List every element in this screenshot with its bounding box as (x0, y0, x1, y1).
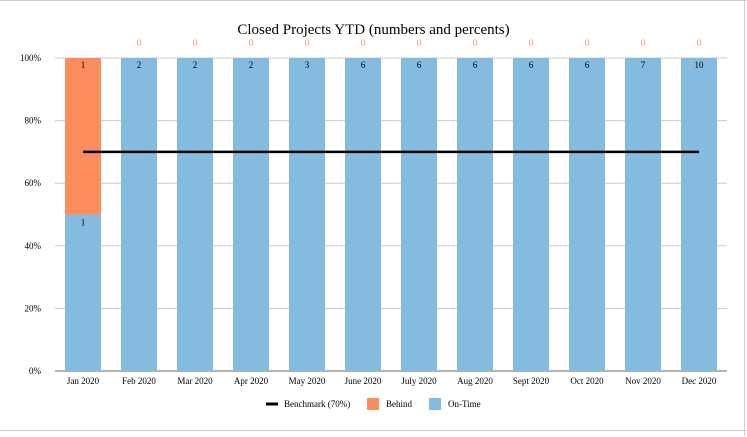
bar-on-time-mar-2020 (177, 58, 213, 371)
data-label-on-time-july-2020: 6 (417, 60, 422, 70)
data-label-behind-mar-2020: 0 (193, 38, 198, 48)
x-tick-label-mar-2020: Mar 2020 (177, 376, 213, 386)
bar-on-time-july-2020 (401, 58, 437, 371)
data-label-on-time-may-2020: 3 (305, 60, 310, 70)
bar-on-time-oct-2020 (569, 58, 605, 371)
legend-on-time-label: On-Time (448, 399, 481, 409)
data-label-behind-sept-2020: 0 (529, 38, 534, 48)
legend-on-time-swatch (429, 398, 441, 410)
x-tick-label-sept-2020: Sept 2020 (513, 376, 550, 386)
chart-title: Closed Projects YTD (numbers and percent… (237, 22, 510, 38)
legend: Benchmark (70%) Behind On-Time (266, 398, 481, 410)
data-label-on-time-oct-2020: 6 (585, 60, 590, 70)
bar-on-time-jan-2020 (65, 214, 101, 371)
frame-top-border (0, 0, 747, 4)
data-label-behind-feb-2020: 0 (137, 38, 142, 48)
x-tick-label-jan-2020: Jan 2020 (67, 376, 100, 386)
y-tick-label-100pct: 100% (20, 53, 42, 63)
frame-bottom-border (0, 430, 747, 437)
x-tick-label-june-2020: June 2020 (345, 376, 382, 386)
x-tick-label-aug-2020: Aug 2020 (457, 376, 493, 386)
data-label-on-time-june-2020: 6 (361, 60, 366, 70)
data-label-behind-apr-2020: 0 (249, 38, 254, 48)
bar-on-time-nov-2020 (625, 58, 661, 371)
data-label-behind-may-2020: 0 (305, 38, 310, 48)
x-tick-label-may-2020: May 2020 (289, 376, 326, 386)
data-label-behind-july-2020: 0 (417, 38, 422, 48)
y-tick-label-60pct: 60% (25, 178, 42, 188)
legend-behind-swatch (367, 398, 379, 410)
bar-on-time-apr-2020 (233, 58, 269, 371)
frame-right-border (744, 0, 745, 436)
bar-on-time-sept-2020 (513, 58, 549, 371)
y-tick-label-80pct: 80% (25, 116, 42, 126)
data-label-on-time-mar-2020: 2 (193, 60, 198, 70)
y-tick-label-40pct: 40% (25, 241, 42, 251)
legend-benchmark-label: Benchmark (70%) (284, 399, 350, 409)
data-label-on-time-dec-2020: 10 (695, 60, 705, 70)
bar-on-time-feb-2020 (121, 58, 157, 371)
data-label-behind-jan-2020: 1 (81, 60, 86, 70)
data-label-on-time-feb-2020: 2 (137, 60, 142, 70)
legend-behind-label: Behind (386, 399, 412, 409)
data-label-on-time-aug-2020: 6 (473, 60, 478, 70)
data-label-on-time-apr-2020: 2 (249, 60, 254, 70)
y-tick-label-0pct: 0% (29, 366, 42, 376)
y-tick-label-20pct: 20% (25, 303, 42, 313)
data-label-on-time-sept-2020: 6 (529, 60, 534, 70)
bar-on-time-may-2020 (289, 58, 325, 371)
x-tick-label-feb-2020: Feb 2020 (122, 376, 156, 386)
bar-on-time-aug-2020 (457, 58, 493, 371)
bar-behind-jan-2020 (65, 58, 101, 215)
bar-on-time-june-2020 (345, 58, 381, 371)
x-tick-label-july-2020: July 2020 (401, 376, 437, 386)
data-label-behind-aug-2020: 0 (473, 38, 478, 48)
x-tick-label-oct-2020: Oct 2020 (570, 376, 604, 386)
data-label-on-time-jan-2020: 1 (81, 218, 86, 228)
x-tick-label-dec-2020: Dec 2020 (682, 376, 717, 386)
data-label-on-time-nov-2020: 7 (641, 60, 646, 70)
data-label-behind-dec-2020: 0 (697, 38, 702, 48)
data-label-behind-nov-2020: 0 (641, 38, 646, 48)
bar-on-time-dec-2020 (681, 58, 717, 371)
x-tick-label-apr-2020: Apr 2020 (234, 376, 269, 386)
x-tick-label-nov-2020: Nov 2020 (625, 376, 661, 386)
data-label-behind-oct-2020: 0 (585, 38, 590, 48)
data-label-behind-june-2020: 0 (361, 38, 366, 48)
